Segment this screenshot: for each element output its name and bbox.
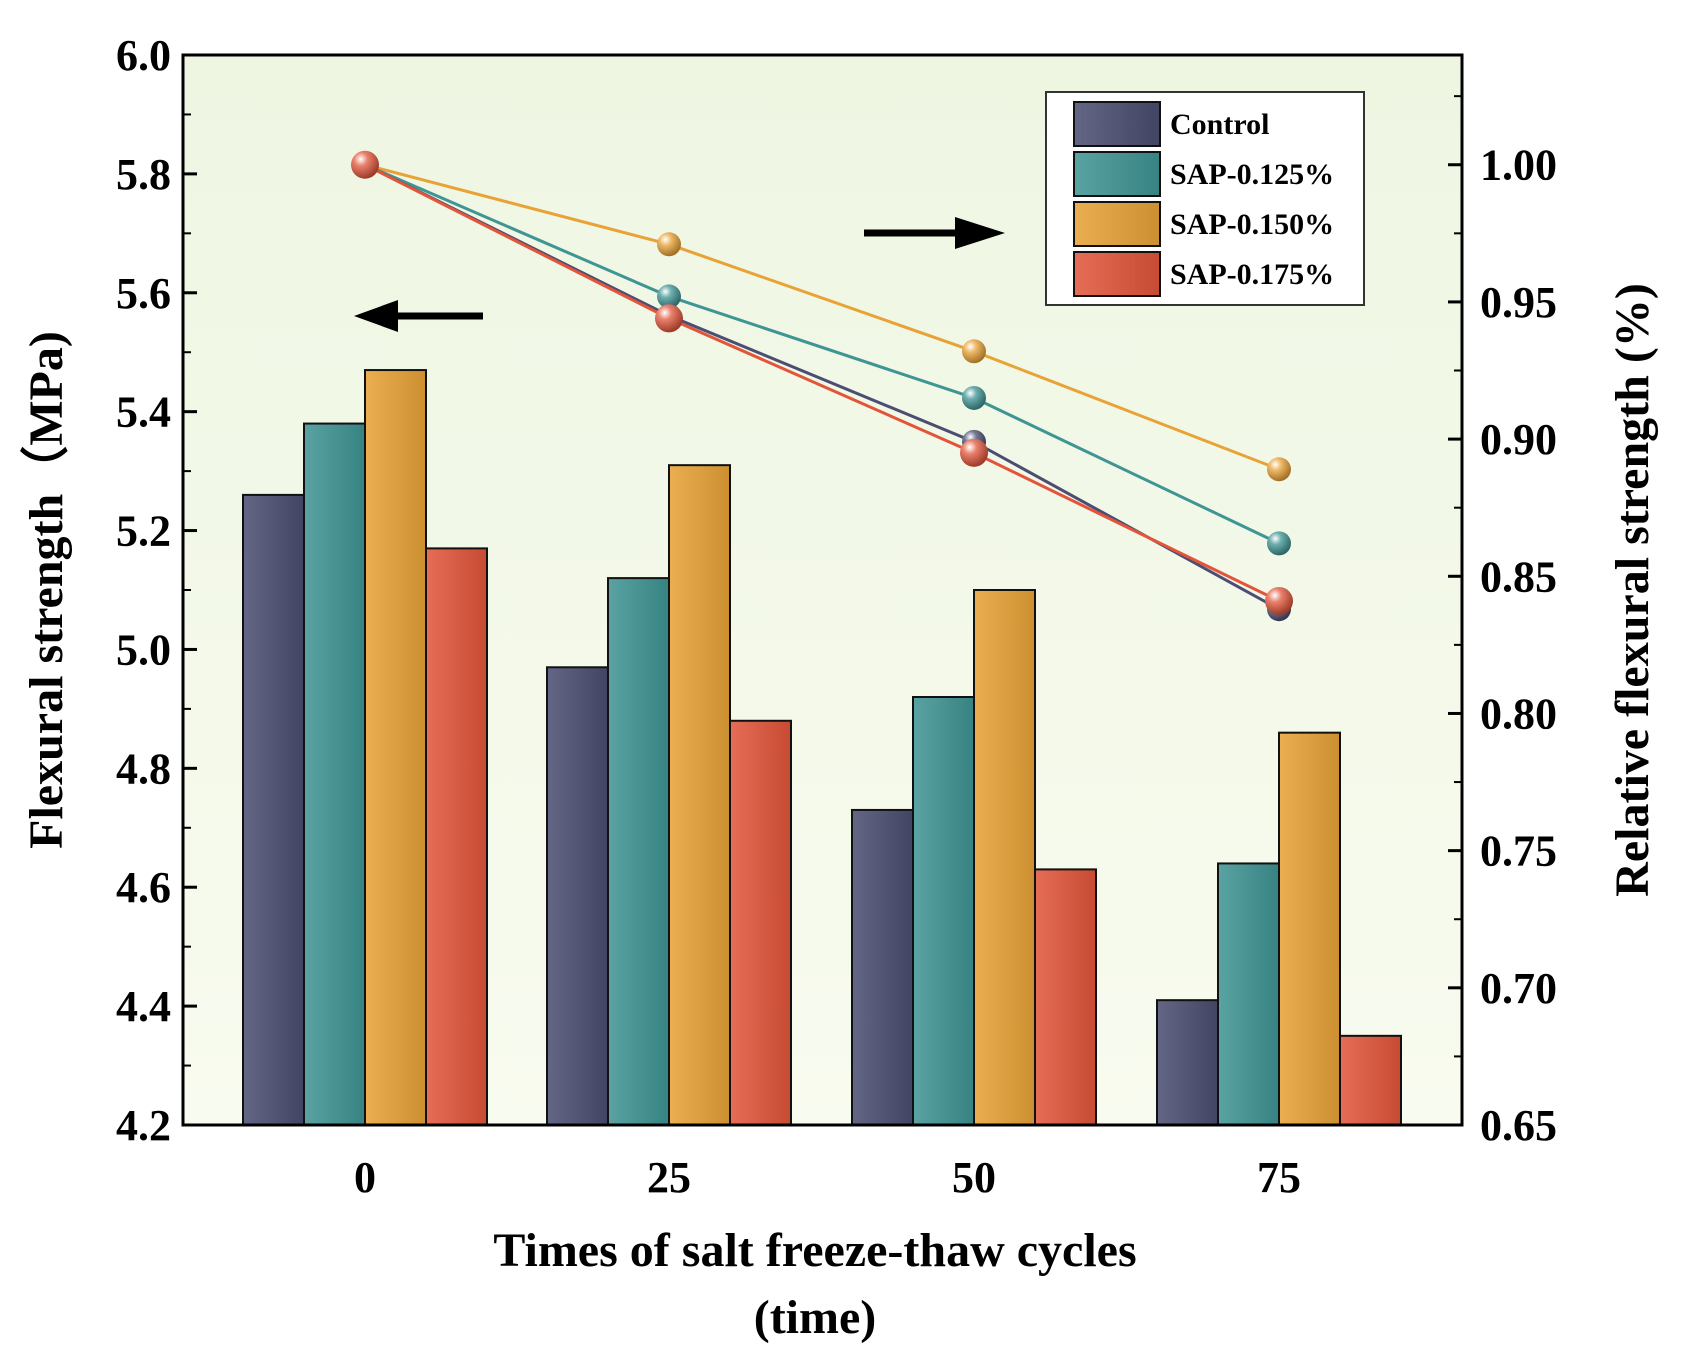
legend-label-sap-0-150-: SAP-0.150% (1170, 208, 1334, 241)
x-axis-title: Times of salt freeze-thaw cycles (493, 1224, 1136, 1277)
left-tick-label: 4.4 (116, 982, 171, 1031)
left-arrow-head (354, 300, 398, 332)
right-arrow-head (955, 217, 1005, 249)
right-tick-label: 0.90 (1480, 415, 1557, 464)
legend-swatch-control (1073, 101, 1161, 147)
legend-label-control: Control (1170, 108, 1269, 141)
point-sap-0-150--50 (962, 339, 986, 364)
legend-swatch-sap-0-175- (1073, 251, 1161, 297)
line-sap-0-125- (364, 163, 1280, 545)
bar-sap-0-175--0 (425, 547, 488, 1126)
point-sap-0-175--0 (351, 150, 379, 179)
bar-sap-0-125--50 (912, 696, 975, 1126)
right-tick-label: 1.00 (1480, 141, 1557, 190)
x-tick-label-0: 0 (354, 1153, 376, 1202)
left-tick-label: 5.2 (116, 507, 171, 556)
left-tick-label: 5.6 (116, 269, 171, 318)
bar-sap-0-125--0 (303, 422, 366, 1126)
bar-sap-0-175--75 (1339, 1034, 1402, 1127)
x-tick-label-25: 25 (647, 1153, 691, 1202)
bar-sap-0-150--75 (1278, 731, 1341, 1127)
bar-sap-0-150--25 (668, 464, 731, 1126)
point-sap-0-125--75 (1267, 531, 1291, 556)
right-tick-label: 0.65 (1480, 1101, 1557, 1150)
bar-control-25 (546, 666, 609, 1126)
legend-swatch-sap-0-150- (1073, 201, 1161, 247)
point-sap-0-125--50 (962, 385, 986, 410)
legend-swatch-sap-0-125- (1073, 151, 1161, 197)
point-sap-0-175--50 (960, 438, 988, 467)
left-tick-label: 6.0 (116, 31, 171, 80)
right-tick-label: 0.85 (1480, 552, 1557, 601)
left-tick-label: 5.0 (116, 625, 171, 674)
point-sap-0-150--25 (657, 232, 681, 257)
right-tick-label: 0.70 (1480, 964, 1557, 1013)
legend-label-sap-0-175-: SAP-0.175% (1170, 258, 1334, 291)
bar-sap-0-175--50 (1034, 868, 1097, 1127)
left-tick-label: 4.8 (116, 744, 171, 793)
bar-sap-0-150--50 (973, 589, 1036, 1126)
right-tick-label: 0.95 (1480, 278, 1557, 327)
left-y-axis-title: Flexural strength（MPa) (20, 331, 73, 849)
left-tick-label: 4.2 (116, 1101, 171, 1150)
point-sap-0-175--75 (1265, 586, 1293, 615)
bar-control-50 (851, 808, 914, 1126)
right-tick-label: 0.75 (1480, 827, 1557, 876)
bar-sap-0-150--0 (364, 369, 427, 1126)
bar-sap-0-125--25 (607, 577, 670, 1126)
line-sap-0-150- (364, 163, 1280, 471)
legend-label-sap-0-125-: SAP-0.125% (1170, 158, 1334, 191)
bar-sap-0-175--25 (729, 719, 792, 1126)
right-y-axis-title: Relative flexural strength (%) (1606, 283, 1659, 897)
x-tick-label-50: 50 (952, 1153, 996, 1202)
line-sap-0-175- (364, 163, 1280, 603)
point-sap-0-125--25 (657, 284, 681, 309)
left-tick-label: 5.8 (116, 150, 171, 199)
point-sap-0-175--25 (655, 304, 683, 333)
x-axis-subtitle: (time) (754, 1291, 877, 1344)
left-tick-label: 5.4 (116, 388, 171, 437)
bar-control-0 (242, 493, 305, 1126)
bar-control-75 (1156, 999, 1219, 1127)
left-tick-label: 4.6 (116, 863, 171, 912)
point-sap-0-150--75 (1267, 457, 1291, 482)
bar-sap-0-125--75 (1217, 862, 1280, 1126)
x-tick-label-75: 75 (1257, 1153, 1301, 1202)
right-tick-label: 0.80 (1480, 689, 1557, 738)
